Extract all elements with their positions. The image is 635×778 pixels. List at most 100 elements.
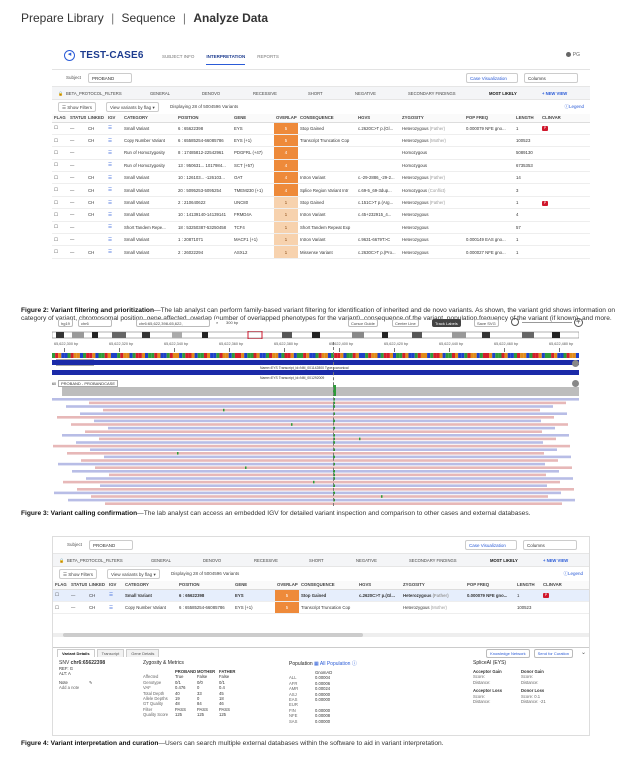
breadcrumb-sequence[interactable]: Sequence (121, 11, 176, 25)
column-header[interactable]: FLAG (52, 114, 68, 123)
breadcrumb-prepare-library[interactable]: Prepare Library (21, 11, 104, 25)
collapse-icon[interactable]: ⌄ (580, 650, 586, 656)
table-row[interactable]: ☐ — ☰ Small Variant 1 : 20871071 MACF1 (+1) 1 I… (52, 233, 590, 247)
aligned-read[interactable] (62, 434, 569, 437)
column-header[interactable]: FLAG (53, 581, 69, 590)
linked-cell[interactable] (86, 159, 106, 173)
igv-link-icon[interactable]: ☰ (106, 159, 122, 173)
tab-variant-details[interactable]: Variant Details (57, 649, 95, 657)
user-menu[interactable]: PG (565, 52, 580, 58)
columns-button[interactable]: Columns (523, 540, 577, 550)
linked-cell[interactable]: CH (86, 171, 106, 185)
view-negative[interactable]: NEGATIVE (356, 558, 377, 563)
tab-reports[interactable]: REPORTS (257, 54, 279, 59)
column-header[interactable]: IGV (107, 581, 123, 590)
new-view-button[interactable]: + NEW VIEW (543, 558, 569, 563)
table-row[interactable]: ☐ — CH ☰ Small Variant 10 : 126103... -126103… (52, 171, 590, 185)
flag-checkbox[interactable]: ☐ (52, 245, 68, 259)
linked-cell[interactable]: CH (86, 122, 106, 135)
send-for-curation-button[interactable]: Send for Curation (533, 649, 573, 658)
aligned-read[interactable] (91, 495, 548, 498)
aligned-read[interactable] (99, 437, 556, 441)
flag-checkbox[interactable]: ☐ (52, 208, 68, 222)
column-header[interactable]: LINKED (87, 581, 107, 590)
column-header[interactable]: LENGTH (515, 581, 541, 590)
flag-checkbox[interactable]: ☐ (52, 233, 68, 247)
igv-link-icon[interactable]: ☰ (107, 601, 123, 615)
flag-checkbox[interactable]: ☐ (52, 196, 68, 210)
column-header[interactable]: GENE (233, 581, 275, 590)
column-header[interactable]: POSITION (176, 114, 232, 123)
column-header[interactable]: LENGTH (514, 114, 540, 123)
column-header[interactable]: LINKED (86, 114, 106, 123)
igv-link-icon[interactable]: ☰ (106, 245, 122, 259)
column-header[interactable]: CLINVAR (541, 581, 589, 590)
gene-feature-bar[interactable] (52, 360, 579, 365)
linked-cell[interactable] (86, 221, 106, 235)
flag-checkbox[interactable]: ☐ (52, 171, 68, 185)
aligned-read[interactable] (85, 430, 542, 433)
aligned-read[interactable] (72, 470, 559, 473)
column-header[interactable]: GENE (232, 114, 274, 123)
subject-select[interactable]: PROBAND (88, 73, 132, 83)
aligned-read[interactable] (104, 455, 571, 459)
view-recessive[interactable]: RECESSIVE (253, 91, 277, 96)
case-visualization-button[interactable]: Case Visualization (465, 540, 517, 550)
track-labels-button[interactable]: Track Labels (432, 319, 461, 327)
column-header[interactable]: CONSEQUENCE (299, 581, 357, 590)
igv-link-icon[interactable]: ☰ (106, 196, 122, 210)
chrom-select[interactable]: chr6 (78, 319, 112, 327)
view-beta-protocol-filters[interactable]: BETA_PROTOCOL_FILTERS (67, 558, 123, 563)
aligned-read[interactable] (52, 398, 579, 401)
view-by-flag-select[interactable]: View variants by flag ▾ (107, 569, 160, 579)
column-header[interactable]: POSITION (177, 581, 233, 590)
knowledge-network-button[interactable]: Knowledge Network (486, 649, 530, 658)
aligned-read[interactable] (81, 459, 558, 462)
zoom-slider[interactable] (522, 322, 572, 323)
table-row[interactable]: ☐ — CH ☰ Small Variant 2 : 26022294 ASXL2 1 Miss… (52, 245, 590, 259)
table-row[interactable]: ☐ — CH ☰ Copy Number Variant 6 : 65585254-660… (53, 601, 589, 615)
aligned-read[interactable] (90, 448, 557, 451)
table-row[interactable]: ☐ — ☰ Run of Homozygosity 13 : 950631... 101… (52, 159, 590, 173)
columns-button[interactable]: Columns (524, 73, 578, 83)
linked-cell[interactable]: CH (86, 245, 106, 259)
view-denovo[interactable]: DENOVO (203, 558, 222, 563)
clinvar-pathogenic-badge[interactable]: P (543, 593, 549, 599)
igv-link-icon[interactable]: ☰ (106, 146, 122, 160)
locus-input[interactable]: chr6:65,622,398-65,622, (136, 319, 210, 327)
column-header[interactable]: OVERLAP (275, 581, 299, 590)
aligned-read[interactable] (53, 444, 570, 448)
tab-subject-info[interactable]: SUBJECT INFO (162, 54, 195, 59)
flag-checkbox[interactable]: ☐ (52, 159, 68, 173)
linked-cell[interactable]: CH (86, 196, 106, 210)
column-header[interactable]: OVERLAP (274, 114, 298, 123)
column-header[interactable]: CATEGORY (123, 581, 177, 590)
table-row[interactable]: ☐ — CH ☰ Copy Number Variant 6 : 65585254-660… (52, 134, 590, 148)
show-filters-button[interactable]: ☰ Show Filters (59, 569, 98, 579)
table-row[interactable]: ☐ — CH ☰ Small Variant 20 : 5095253-5095254 TM… (52, 183, 590, 197)
column-header[interactable]: IGV (106, 114, 122, 123)
view-beta-protocol-filters[interactable]: BETA_PROTOCOL_FILTERS (66, 91, 122, 96)
scrollbar-thumb[interactable] (63, 633, 363, 637)
linked-cell[interactable]: CH (86, 134, 106, 148)
table-row[interactable]: ☐ — ☰ Run of Homozygosity 8 : 17485812-22542… (52, 146, 590, 160)
aligned-read[interactable] (108, 426, 555, 430)
aligned-read[interactable] (103, 408, 540, 412)
view-short[interactable]: SHORT (309, 558, 324, 563)
aligned-read[interactable] (76, 441, 543, 444)
track-settings-icon[interactable] (572, 380, 579, 387)
horizontal-scrollbar[interactable] (53, 633, 589, 637)
column-header[interactable]: ZYGOSITY (401, 581, 465, 590)
igv-link-icon[interactable]: ☰ (106, 233, 122, 247)
linked-cell[interactable] (86, 233, 106, 247)
column-header[interactable]: CLINVAR (540, 114, 590, 123)
view-secondary-findings[interactable]: SECONDARY FINDINGS (408, 91, 456, 96)
igv-link-icon[interactable]: ☰ (106, 183, 122, 197)
column-header[interactable]: ZYGOSITY (400, 114, 464, 123)
column-header[interactable]: POP FREQ (465, 581, 515, 590)
tab-interpretation[interactable]: INTERPRETATION (206, 54, 246, 65)
tab-gene-details[interactable]: Gene Details (126, 649, 160, 657)
view-general[interactable]: GENERAL (151, 558, 172, 563)
aligned-read[interactable] (67, 452, 544, 455)
view-by-flag-select[interactable]: View variants by flag ▾ (106, 102, 159, 112)
